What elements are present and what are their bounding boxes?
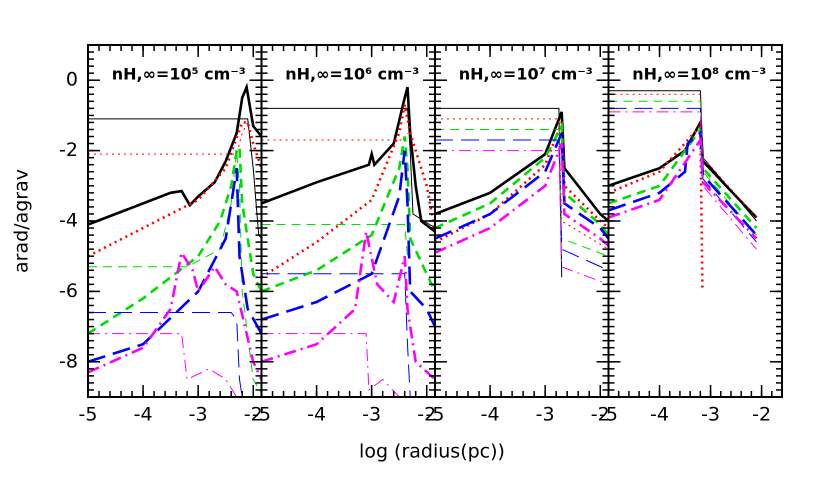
x-tick-label: -2 — [591, 404, 610, 426]
data-line — [435, 150, 609, 285]
panel-frame — [607, 44, 783, 398]
data-line — [261, 150, 435, 328]
data-line — [88, 150, 262, 394]
data-line — [261, 86, 435, 233]
data-line — [261, 273, 411, 397]
data-line — [608, 122, 704, 288]
data-line — [608, 117, 758, 219]
data-line — [608, 136, 758, 240]
x-tick-label: -3 — [189, 404, 208, 426]
data-line — [435, 121, 609, 236]
data-line — [608, 100, 757, 236]
data-line — [88, 312, 243, 397]
x-tick-label: -4 — [481, 404, 500, 426]
y-tick-label: -4 — [59, 210, 78, 232]
y-axis-label: arad/agrav — [11, 169, 33, 273]
y-tick-label: -8 — [59, 350, 78, 372]
x-tick-label: -2 — [417, 404, 436, 426]
data-line — [435, 107, 563, 278]
data-line — [435, 129, 609, 257]
data-line — [435, 132, 609, 240]
x-tick-label: -5 — [599, 404, 618, 426]
data-line — [261, 224, 408, 257]
data-line — [88, 121, 262, 258]
x-tick-label: -2 — [752, 404, 771, 426]
x-tick-label: -5 — [426, 404, 445, 426]
data-line — [435, 143, 609, 254]
panel-title: nH,∞=10⁶ cm⁻³ — [285, 65, 419, 84]
data-line — [261, 333, 400, 397]
x-tick-label: -3 — [536, 404, 555, 426]
x-tick-label: -3 — [362, 404, 381, 426]
panel-title: nH,∞=10⁸ cm⁻³ — [632, 65, 766, 84]
x-tick-label: -4 — [650, 404, 669, 426]
panel-frame — [87, 44, 263, 398]
data-line — [435, 139, 609, 271]
data-line — [88, 143, 262, 335]
x-tick-label: -2 — [244, 404, 263, 426]
x-tick-label: -4 — [307, 404, 326, 426]
panel-frame — [434, 44, 610, 398]
data-line — [261, 231, 435, 381]
data-line — [88, 249, 262, 380]
data-line — [608, 111, 757, 250]
data-line — [435, 118, 609, 250]
data-line — [261, 136, 435, 293]
data-line — [261, 107, 435, 229]
y-tick-label: 0 — [66, 69, 78, 91]
panel-title: nH,∞=10⁵ cm⁻³ — [112, 65, 246, 84]
data-line — [608, 130, 758, 236]
y-tick-label: -6 — [59, 280, 78, 302]
data-line — [608, 125, 758, 229]
x-tick-label: -3 — [701, 404, 720, 426]
data-line — [88, 168, 262, 364]
data-line — [88, 122, 249, 155]
x-tick-label: -5 — [252, 404, 271, 426]
y-tick-label: -2 — [59, 139, 78, 161]
data-line — [88, 333, 238, 397]
x-tick-label: -5 — [79, 404, 98, 426]
data-line — [88, 82, 262, 226]
x-axis-label: log (radius(pc)) — [359, 441, 505, 463]
panel-title: nH,∞=10⁷ cm⁻³ — [459, 65, 593, 84]
x-tick-label: -4 — [134, 404, 153, 426]
data-line — [261, 132, 408, 141]
